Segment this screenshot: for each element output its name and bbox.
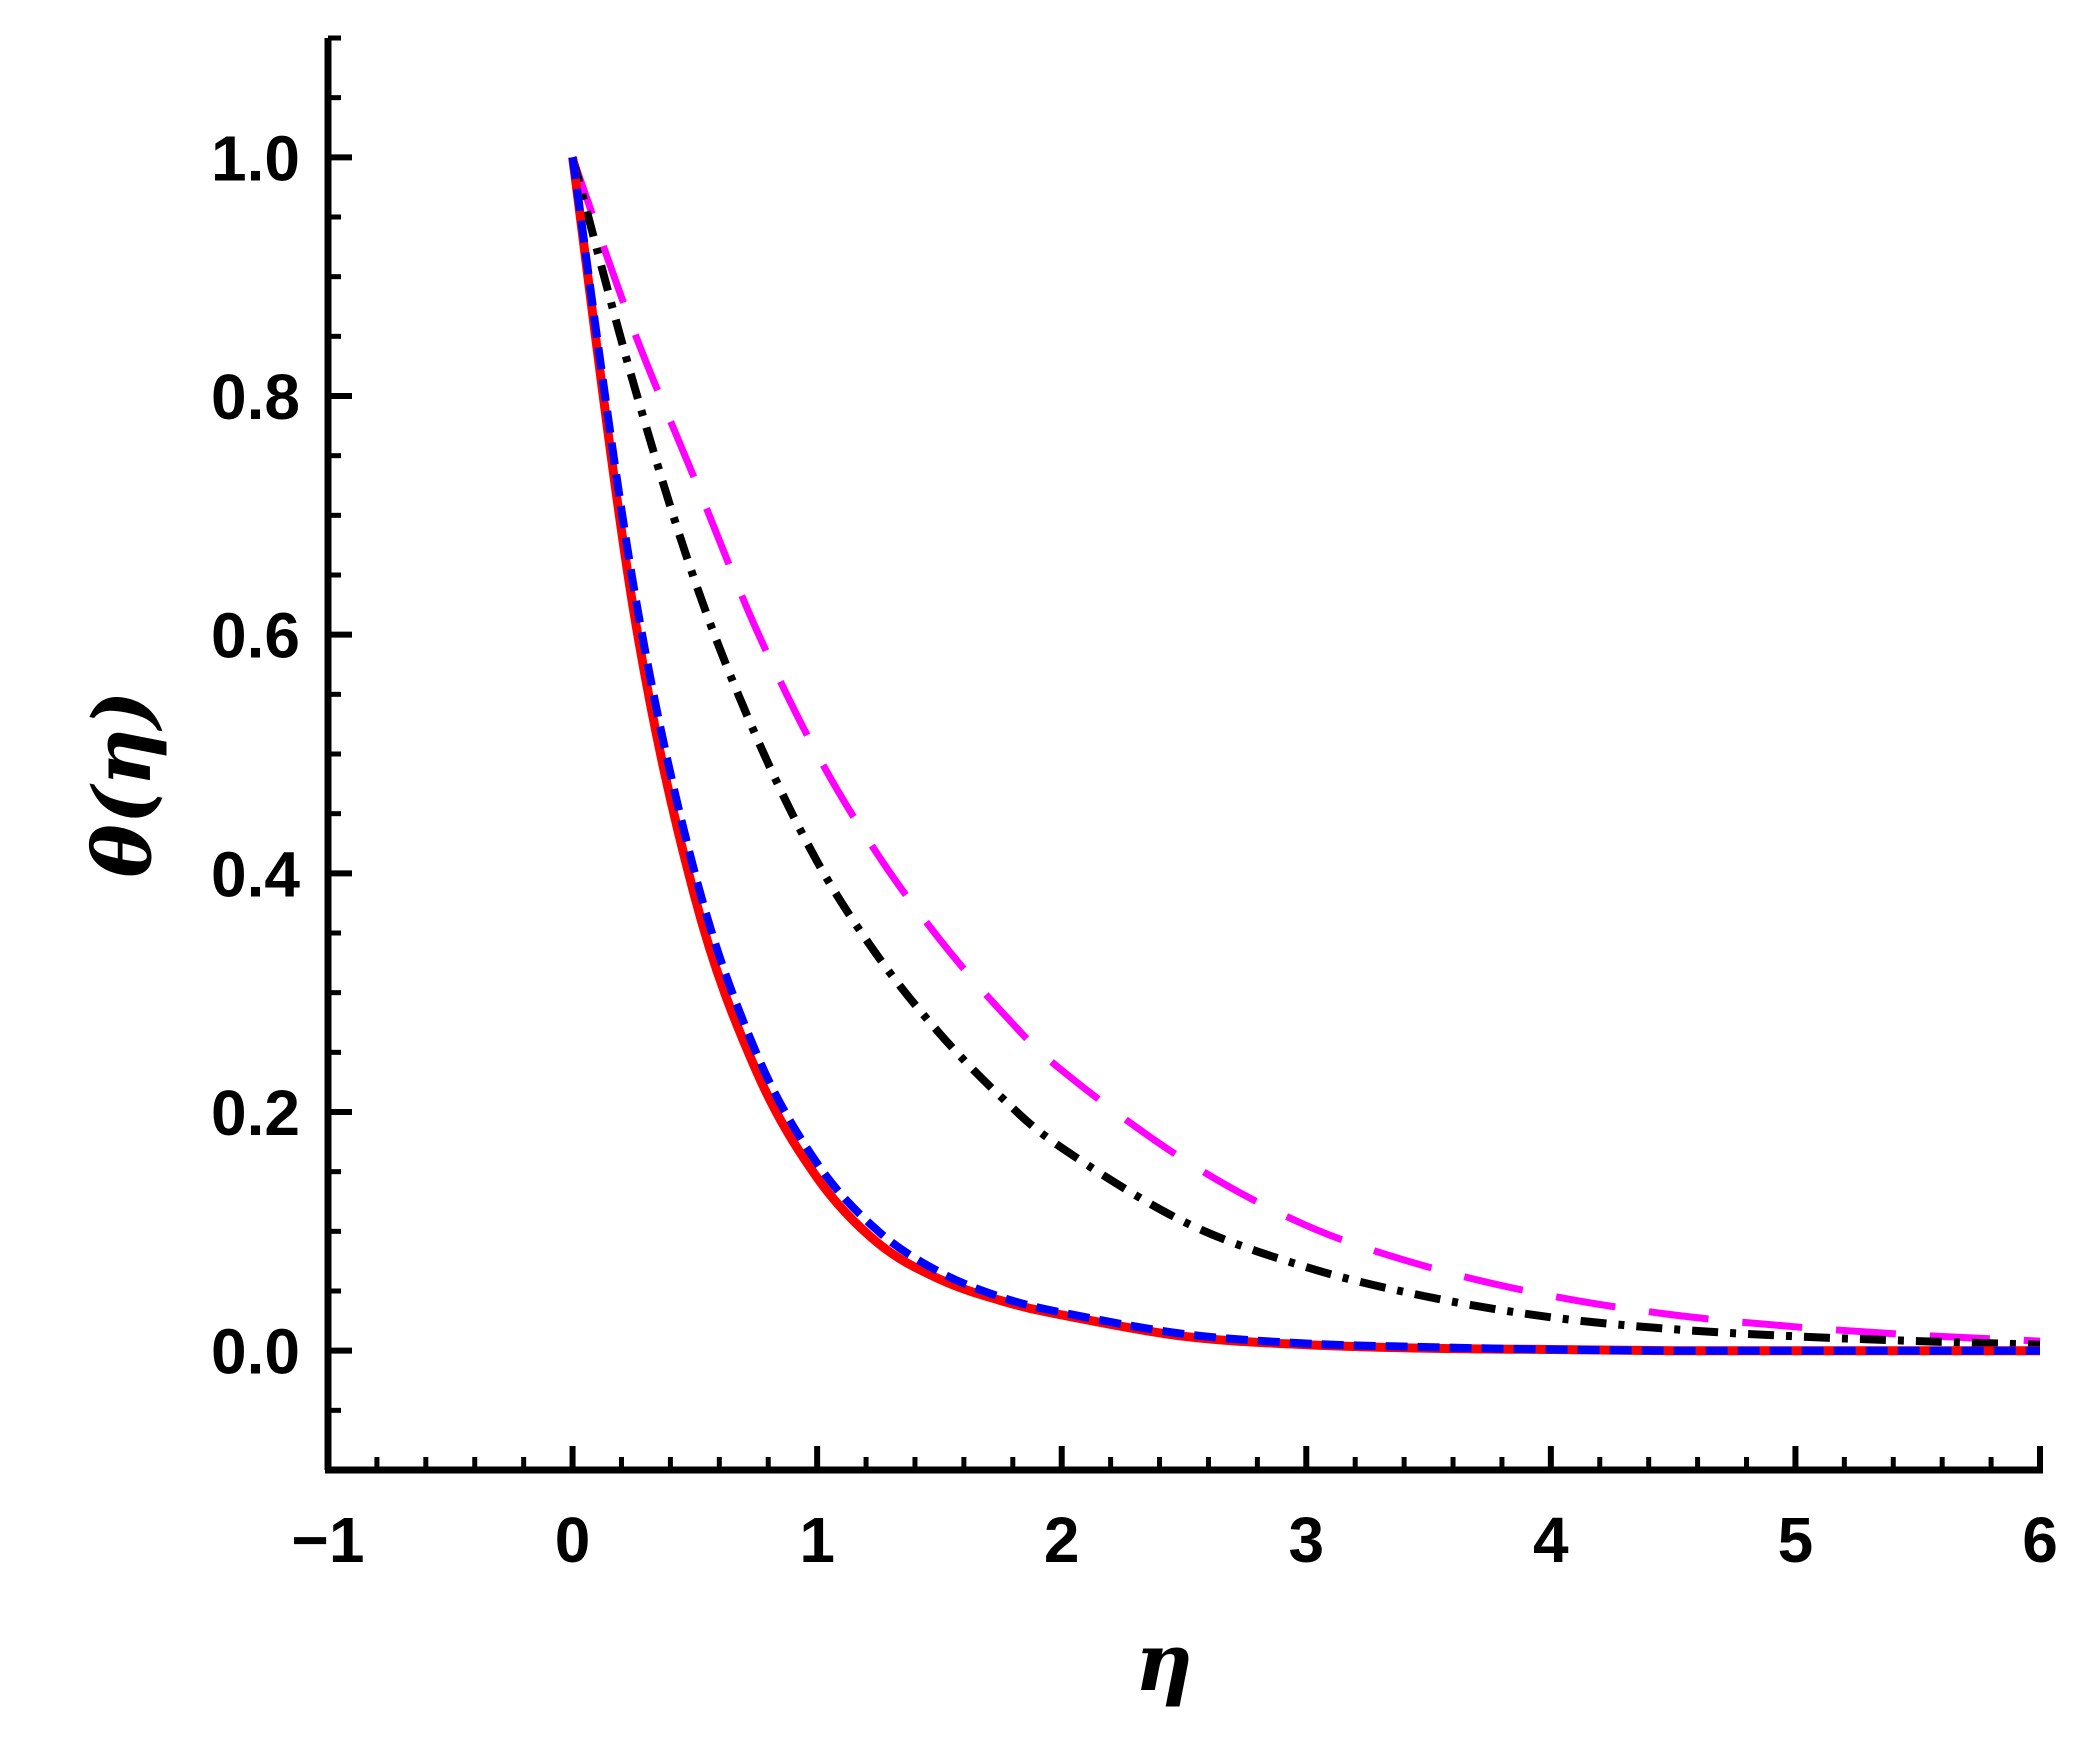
x-tick-label: −1 (292, 1504, 365, 1576)
tick-labels: −1 0 1 2 3 4 5 6 0.0 0.2 0.4 0.6 0.8 1.0 (211, 122, 2058, 1576)
plot-lines (568, 156, 2041, 1356)
x-tick-label: 6 (2022, 1504, 2058, 1576)
x-tick-label: 1 (799, 1504, 835, 1576)
y-tick-label: 0.2 (211, 1077, 300, 1149)
series-line-3 (568, 156, 2041, 1349)
y-tick-label: 0.8 (211, 361, 300, 433)
x-tick-label: 5 (1778, 1504, 1814, 1576)
y-tick-label: 0.6 (211, 600, 300, 672)
series-line-2 (568, 156, 2040, 1355)
x-tick-label: 0 (555, 1504, 591, 1576)
y-tick-label: 0.0 (211, 1316, 300, 1388)
y-tick-label: 1.0 (211, 122, 300, 194)
x-tick-label: 2 (1044, 1504, 1080, 1576)
axes (324, 35, 2043, 1474)
x-tick-label: 3 (1288, 1504, 1324, 1576)
x-tick-label: 4 (1533, 1504, 1569, 1576)
x-axis-label: η (1135, 1615, 1193, 1709)
series-line-1 (568, 156, 2040, 1356)
series-line-4 (569, 156, 2041, 1345)
y-axis-label: θ(η) (75, 690, 169, 877)
y-tick-label: 0.4 (211, 838, 300, 910)
